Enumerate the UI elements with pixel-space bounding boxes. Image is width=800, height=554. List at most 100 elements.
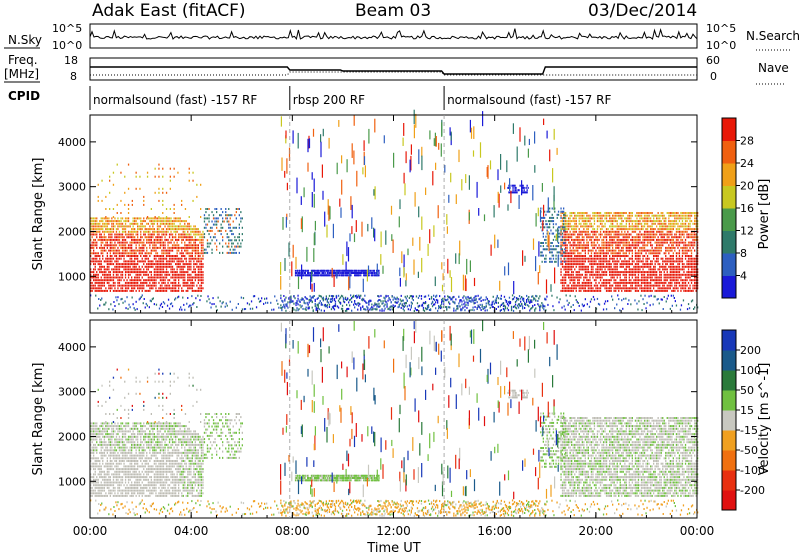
data-cell [581, 233, 583, 236]
data-cell [326, 304, 328, 307]
data-cell [311, 296, 313, 299]
data-cell [134, 284, 136, 287]
data-cell [97, 276, 99, 279]
data-cell [167, 222, 169, 225]
data-cell [370, 272, 372, 274]
data-cell [549, 223, 551, 226]
data-cell [173, 287, 175, 290]
data-cell [683, 222, 685, 225]
data-cell [121, 217, 124, 220]
data-cell [141, 246, 143, 249]
data-cell [165, 216, 168, 218]
data-cell [167, 244, 169, 247]
data-cell [102, 230, 104, 233]
data-cell [619, 257, 621, 260]
data-cell [362, 269, 364, 272]
data-cell [646, 222, 649, 225]
data-cell [106, 268, 108, 271]
data-cell [602, 236, 605, 239]
data-cell [627, 228, 629, 231]
data-cell [171, 249, 174, 252]
data-cell [612, 276, 614, 279]
data-cell [373, 272, 376, 274]
data-cell [108, 222, 110, 225]
data-cell [675, 284, 678, 287]
data-cell [94, 281, 96, 284]
data-cell [96, 233, 98, 236]
data-cell [160, 302, 163, 305]
data-cell [108, 265, 110, 268]
data-cell [149, 299, 151, 302]
data-cell [264, 297, 266, 300]
data-cell [628, 268, 630, 271]
data-cell [583, 222, 585, 225]
data-cell [596, 238, 599, 241]
data-cell [106, 273, 108, 276]
data-cell [657, 214, 659, 217]
data-cell [512, 186, 514, 189]
data-cell [566, 287, 568, 290]
data-cell [199, 233, 201, 236]
data-cell [572, 238, 574, 241]
data-cell [583, 230, 585, 233]
data-cell [549, 232, 551, 235]
data-cell [666, 271, 668, 274]
data-cell [120, 289, 122, 292]
data-cell [637, 220, 640, 223]
data-cell [571, 220, 573, 223]
data-cell [645, 222, 647, 225]
data-cell [114, 281, 116, 284]
data-cell [406, 295, 408, 298]
data-cell [99, 220, 101, 223]
data-cell [228, 236, 230, 239]
data-cell [305, 274, 307, 277]
data-cell [599, 228, 602, 231]
data-cell [546, 232, 548, 235]
data-cell [185, 225, 187, 228]
data-cell [592, 263, 594, 266]
data-cell [165, 276, 168, 279]
data-cell [607, 233, 609, 236]
data-cell [680, 222, 682, 225]
data-cell [568, 289, 570, 292]
data-cell [565, 263, 567, 266]
data-cell [684, 249, 687, 252]
data-cell [578, 228, 580, 231]
data-cell [618, 255, 620, 257]
data-cell [175, 281, 177, 284]
data-cell [99, 257, 101, 260]
data-cell [593, 233, 596, 236]
data-cell [167, 220, 169, 223]
data-cell [143, 263, 145, 266]
data-cell [607, 220, 609, 223]
data-cell [675, 238, 678, 241]
data-cell [683, 246, 685, 249]
data-cell [126, 279, 128, 282]
data-cell [91, 222, 93, 225]
data-cell [650, 249, 652, 252]
data-cell [148, 306, 150, 309]
data-cell [681, 255, 684, 257]
data-cell [170, 241, 172, 244]
data-cell [284, 306, 286, 309]
data-cell [147, 228, 149, 231]
data-cell [123, 279, 125, 282]
data-cell [675, 241, 678, 244]
data-cell [326, 274, 328, 277]
data-cell [674, 214, 676, 217]
data-cell [571, 214, 573, 217]
data-cell [615, 255, 617, 257]
data-cell [208, 242, 210, 245]
data-cell [132, 238, 134, 241]
data-cell [229, 223, 231, 226]
data-cell [680, 233, 682, 236]
data-cell [265, 301, 267, 304]
data-cell [90, 268, 92, 271]
data-cell [270, 301, 272, 304]
data-cell [143, 284, 145, 287]
data-cell [622, 279, 624, 282]
data-cell [639, 238, 641, 241]
data-cell [584, 212, 586, 214]
data-cell [305, 269, 307, 272]
data-cell [205, 226, 207, 229]
